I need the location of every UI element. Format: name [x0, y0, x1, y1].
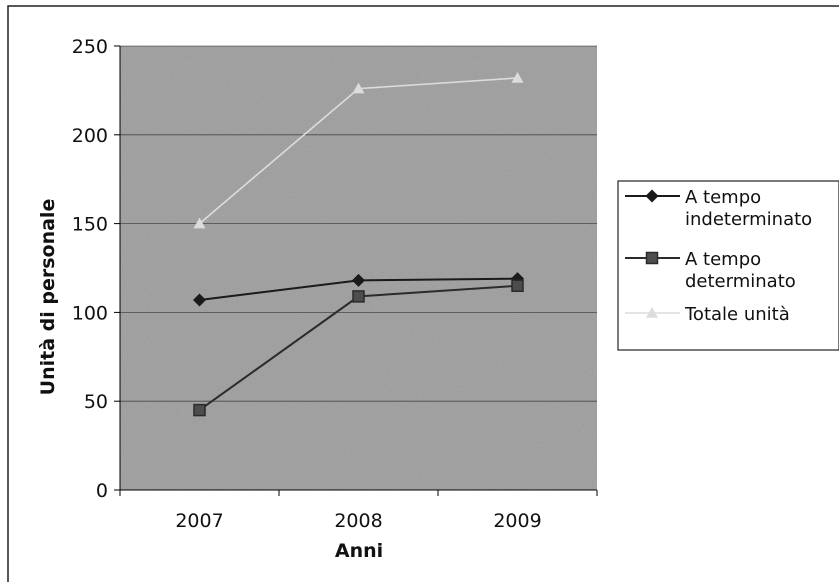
y-tick-label: 0 [96, 480, 108, 502]
data-point [511, 279, 524, 293]
legend-label: determinato [685, 271, 796, 292]
y-axis-title: Unità di personale [37, 199, 59, 396]
data-point [352, 273, 365, 287]
x-tick-label: 2009 [493, 510, 541, 532]
y-tick-label: 250 [72, 36, 108, 58]
data-point [352, 290, 365, 303]
data-point [193, 293, 206, 307]
y-tick-label: 50 [84, 391, 108, 413]
data-point [193, 217, 206, 229]
x-tick-label: 2008 [334, 510, 382, 532]
axes [114, 45, 598, 496]
y-tick-label: 200 [72, 125, 108, 147]
x-tick-label: 2007 [175, 510, 223, 532]
tick-labels: 0 50 100 150 200 250 2007 2008 2009 [72, 36, 542, 532]
legend-box [617, 180, 839, 351]
y-tick-label: 150 [72, 214, 108, 236]
x-axis-title: Anni [335, 540, 383, 562]
legend-marker [646, 307, 658, 318]
legend-label: indeterminato [685, 209, 812, 230]
data-point [193, 403, 206, 417]
series-lines [193, 71, 524, 417]
legend-marker [645, 189, 659, 203]
legend-label: A tempo [685, 187, 761, 208]
data-point [511, 71, 524, 83]
chart-frame [7, 5, 839, 582]
data-point [352, 82, 365, 94]
legend-label: Totale unità [684, 304, 790, 325]
y-tick-label: 100 [72, 302, 108, 324]
plot-area [120, 46, 597, 490]
legend-marker [645, 251, 659, 265]
legend-label: A tempo [685, 249, 761, 270]
